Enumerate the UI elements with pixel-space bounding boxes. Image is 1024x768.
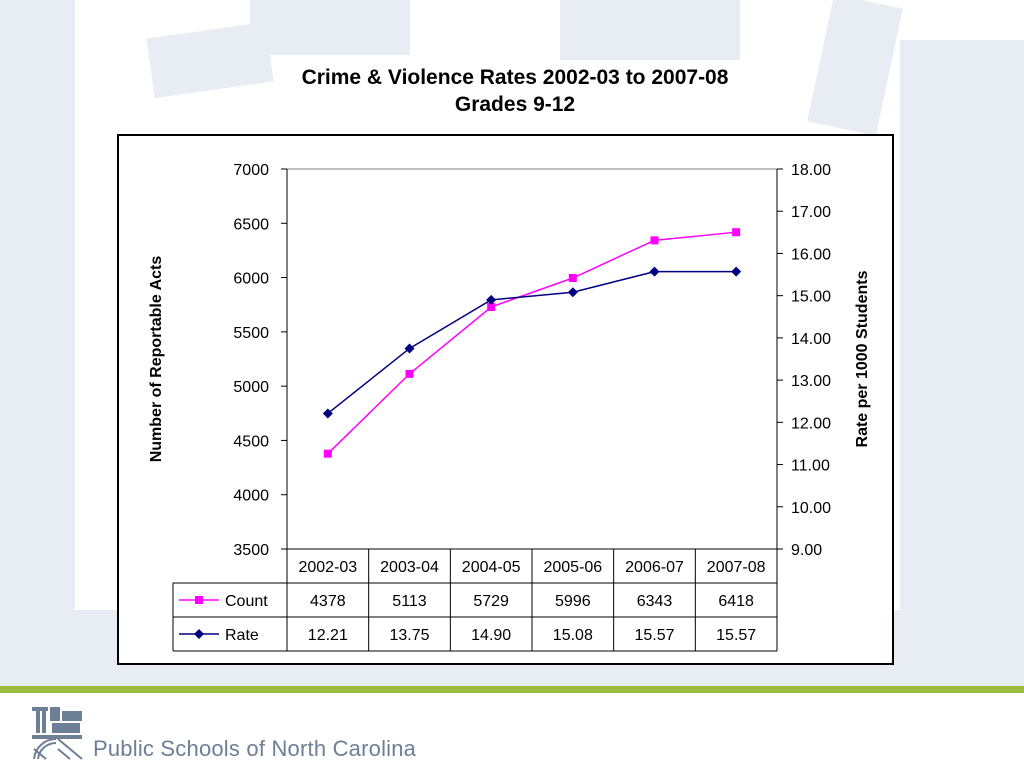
legend-label-count: Count (225, 593, 268, 610)
table-value-count: 4378 (310, 593, 346, 610)
y-tick-label-left: 5500 (233, 325, 269, 342)
data-point-count (732, 228, 741, 237)
x-category-label: 2007-08 (707, 559, 766, 576)
table-value-count: 6418 (718, 593, 754, 610)
series-line-count (327, 231, 737, 455)
series-line-rate (327, 270, 737, 415)
nc-dpi-logo-icon (32, 707, 83, 760)
x-category-label: 2006-07 (625, 559, 684, 576)
y-tick-label-right: 9.00 (791, 542, 822, 559)
data-point-rate (649, 266, 660, 277)
chart-frame: 3500 4000 4500 5000 5500 6000 6500 7000 9.00 10.0… (117, 134, 894, 665)
chart-svg: 3500 4000 4500 5000 5500 6000 6500 7000 9.00 10.0… (148, 162, 871, 652)
data-point-rate (486, 294, 497, 305)
y-tick-label-right: 17.00 (791, 204, 831, 221)
legend-marker-count (195, 596, 203, 604)
organization-name: Public Schools of North Carolina (93, 736, 417, 761)
y-axis-title-left: Number of Reportable Acts (148, 256, 165, 463)
y-axis-title-right: Rate per 1000 Students (854, 270, 871, 447)
y-tick-label-right: 12.00 (791, 415, 831, 432)
y-tick-label-left: 3500 (233, 542, 269, 559)
table-value-count: 5996 (555, 593, 591, 610)
y-tick-label-left: 4000 (233, 488, 269, 505)
table-value-count: 6343 (637, 593, 673, 610)
legend-marker-rate (194, 629, 204, 639)
table-value-rate: 15.57 (634, 627, 674, 644)
y-tick-label-right: 14.00 (791, 331, 831, 348)
table-value-rate: 15.08 (553, 627, 593, 644)
data-point-count (323, 449, 332, 458)
footer-divider (0, 686, 1024, 693)
y-tick-label-right: 13.00 (791, 373, 831, 390)
data-point-count (568, 274, 577, 283)
data-point-rate (731, 266, 742, 277)
legend-label-rate: Rate (225, 627, 259, 644)
data-point-count (650, 236, 659, 245)
y-tick-label-left: 6000 (233, 271, 269, 288)
table-value-rate: 13.75 (389, 627, 429, 644)
data-point-rate (322, 408, 333, 419)
chart-title-line2: Grades 9-12 (454, 93, 576, 116)
y-tick-label-left: 4500 (233, 433, 269, 450)
y-tick-label-left: 7000 (233, 162, 269, 179)
x-category-label: 2002-03 (298, 559, 357, 576)
table-value-rate: 14.90 (471, 627, 511, 644)
table-value-rate: 15.57 (716, 627, 756, 644)
x-category-label: 2003-04 (380, 559, 439, 576)
y-tick-label-right: 11.00 (791, 458, 830, 475)
table-value-rate: 12.21 (308, 627, 348, 644)
x-category-label: 2004-05 (462, 559, 521, 576)
y-tick-label-right: 16.00 (791, 246, 831, 263)
data-point-count (405, 369, 414, 378)
y-tick-label-right: 10.00 (791, 500, 831, 517)
x-category-label: 2005-06 (543, 559, 602, 576)
y-tick-label-right: 18.00 (791, 162, 831, 179)
table-value-count: 5113 (392, 593, 427, 610)
data-point-rate (567, 287, 578, 298)
chart-title: Crime & Violence Rates 2002-03 to 2007-0… (0, 64, 1024, 118)
chart-title-line1: Crime & Violence Rates 2002-03 to 2007-0… (301, 66, 729, 89)
data-point-rate (404, 343, 415, 354)
table-value-count: 5729 (473, 593, 509, 610)
y-tick-label-left: 5000 (233, 379, 269, 396)
y-tick-label-right: 15.00 (791, 289, 831, 306)
y-tick-label-left: 6500 (233, 216, 269, 233)
data-point-count (487, 302, 496, 311)
